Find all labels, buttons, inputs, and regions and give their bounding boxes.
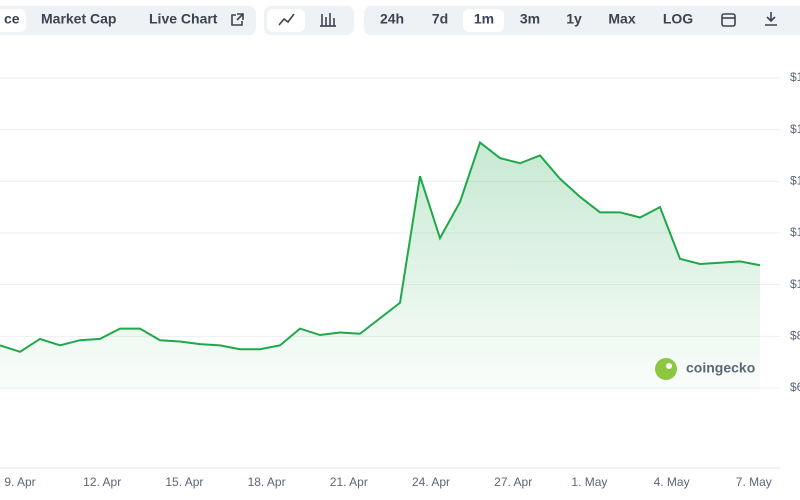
x-tick-label: 15. Apr xyxy=(165,475,203,489)
y-tick-label: $1 xyxy=(790,277,800,291)
y-tick-label: $6 xyxy=(790,380,800,394)
x-tick-label: 7. May xyxy=(736,475,772,489)
x-tick-label: 27. Apr xyxy=(494,475,532,489)
watermark: coingecko xyxy=(655,358,755,380)
range-button[interactable]: Max xyxy=(608,11,635,27)
external-icon xyxy=(231,13,244,26)
y-tick-label: $1 xyxy=(790,225,800,239)
y-tick-label: $1 xyxy=(790,174,800,188)
x-tick-label: 12. Apr xyxy=(83,475,121,489)
range-button[interactable]: 3m xyxy=(520,11,540,27)
calendar-icon[interactable] xyxy=(721,13,736,27)
watermark-text: coingecko xyxy=(686,360,755,376)
area xyxy=(0,142,760,392)
x-tick-label: 18. Apr xyxy=(248,475,286,489)
x-tick-label: 21. Apr xyxy=(330,475,368,489)
selected-range[interactable] xyxy=(463,9,504,32)
tab[interactable]: Live Chart xyxy=(149,11,218,27)
range-button[interactable]: 1y xyxy=(566,11,582,27)
tab[interactable]: Market Cap xyxy=(41,11,116,27)
range-button[interactable]: 24h xyxy=(380,11,404,27)
range-button[interactable]: 7d xyxy=(432,11,448,27)
x-tick-label: 4. May xyxy=(654,475,690,489)
selected-tab[interactable] xyxy=(0,9,26,32)
x-tick-label: 9. Apr xyxy=(4,475,35,489)
price-line xyxy=(0,140,761,353)
candle-icon[interactable] xyxy=(320,13,336,27)
download-icon[interactable] xyxy=(765,12,777,26)
range-button[interactable]: 1m xyxy=(474,11,494,27)
y-tick-label: $8 xyxy=(790,329,800,343)
x-tick-label: 1. May xyxy=(571,475,607,489)
range-button[interactable]: LOG xyxy=(663,11,693,27)
tab[interactable]: ce xyxy=(4,11,20,27)
view-group xyxy=(0,6,256,35)
y-tick-label: $1 xyxy=(790,122,800,136)
x-tick-label: 24. Apr xyxy=(412,475,450,489)
y-tick-label: $1 xyxy=(790,70,800,84)
line-icon xyxy=(278,13,295,26)
